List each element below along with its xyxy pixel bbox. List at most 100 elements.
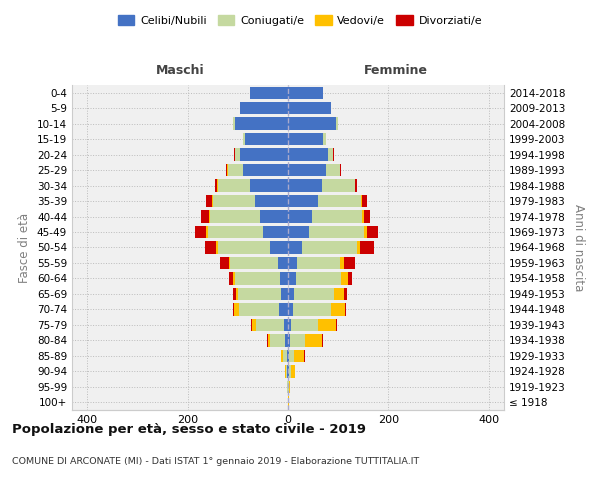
Bar — [326, 164, 340, 176]
Bar — [271, 242, 288, 254]
Bar — [283, 350, 287, 362]
Bar — [201, 210, 209, 222]
Bar — [279, 303, 288, 316]
Bar — [287, 350, 288, 362]
Bar — [344, 257, 355, 269]
Bar — [302, 242, 358, 254]
Bar — [294, 350, 304, 362]
Bar — [305, 334, 322, 346]
Bar — [288, 148, 328, 161]
Bar — [226, 164, 227, 176]
Bar — [235, 272, 280, 284]
Bar — [289, 350, 294, 362]
Bar — [336, 118, 338, 130]
Bar — [281, 288, 288, 300]
Bar — [208, 226, 263, 238]
Bar — [290, 334, 305, 346]
Bar — [205, 242, 216, 254]
Bar — [286, 334, 288, 346]
Bar — [235, 148, 240, 161]
Bar — [251, 318, 253, 331]
Bar — [233, 118, 235, 130]
Bar — [260, 210, 288, 222]
Bar — [288, 334, 290, 346]
Bar — [345, 303, 346, 316]
Bar — [243, 133, 245, 145]
Bar — [243, 164, 288, 176]
Bar — [364, 226, 367, 238]
Bar — [361, 195, 362, 207]
Bar — [228, 164, 243, 176]
Bar — [288, 180, 322, 192]
Bar — [253, 318, 256, 331]
Bar — [218, 180, 250, 192]
Bar — [364, 210, 370, 222]
Bar — [281, 350, 283, 362]
Bar — [322, 180, 355, 192]
Bar — [250, 86, 288, 99]
Bar — [212, 195, 256, 207]
Bar — [288, 242, 302, 254]
Bar — [206, 226, 208, 238]
Bar — [348, 272, 352, 284]
Bar — [195, 226, 206, 238]
Bar — [218, 242, 271, 254]
Bar — [318, 318, 336, 331]
Bar — [206, 195, 212, 207]
Bar — [239, 303, 279, 316]
Bar — [297, 257, 340, 269]
Bar — [288, 303, 293, 316]
Bar — [331, 303, 345, 316]
Bar — [256, 318, 284, 331]
Bar — [289, 380, 290, 393]
Bar — [290, 318, 318, 331]
Bar — [215, 180, 217, 192]
Bar — [209, 210, 210, 222]
Bar — [263, 226, 288, 238]
Bar — [230, 257, 278, 269]
Bar — [268, 334, 271, 346]
Bar — [322, 334, 323, 346]
Bar — [318, 195, 361, 207]
Text: Maschi: Maschi — [155, 64, 205, 78]
Bar — [362, 210, 364, 222]
Bar — [358, 242, 360, 254]
Bar — [233, 288, 236, 300]
Bar — [240, 102, 288, 115]
Bar — [229, 257, 230, 269]
Bar — [235, 118, 288, 130]
Text: Femmine: Femmine — [364, 64, 428, 78]
Bar — [309, 226, 364, 238]
Bar — [288, 350, 289, 362]
Y-axis label: Anni di nascita: Anni di nascita — [572, 204, 585, 291]
Bar — [336, 318, 337, 331]
Bar — [288, 102, 331, 115]
Bar — [340, 164, 341, 176]
Bar — [280, 272, 288, 284]
Bar — [340, 257, 344, 269]
Bar — [288, 288, 294, 300]
Bar — [271, 334, 286, 346]
Bar — [312, 210, 362, 222]
Bar — [216, 242, 218, 254]
Y-axis label: Fasce di età: Fasce di età — [19, 212, 31, 282]
Bar — [288, 226, 309, 238]
Bar — [288, 133, 323, 145]
Bar — [328, 148, 333, 161]
Bar — [245, 133, 288, 145]
Bar — [229, 272, 233, 284]
Legend: Celibi/Nubili, Coniugati/e, Vedovi/e, Divorziati/e: Celibi/Nubili, Coniugati/e, Vedovi/e, Di… — [113, 10, 487, 30]
Bar — [288, 164, 326, 176]
Bar — [334, 288, 344, 300]
Bar — [220, 257, 229, 269]
Bar — [288, 195, 318, 207]
Bar — [210, 210, 260, 222]
Bar — [256, 195, 288, 207]
Bar — [323, 133, 326, 145]
Bar — [288, 210, 312, 222]
Bar — [288, 118, 336, 130]
Bar — [296, 272, 341, 284]
Bar — [288, 86, 323, 99]
Bar — [288, 318, 290, 331]
Bar — [238, 288, 281, 300]
